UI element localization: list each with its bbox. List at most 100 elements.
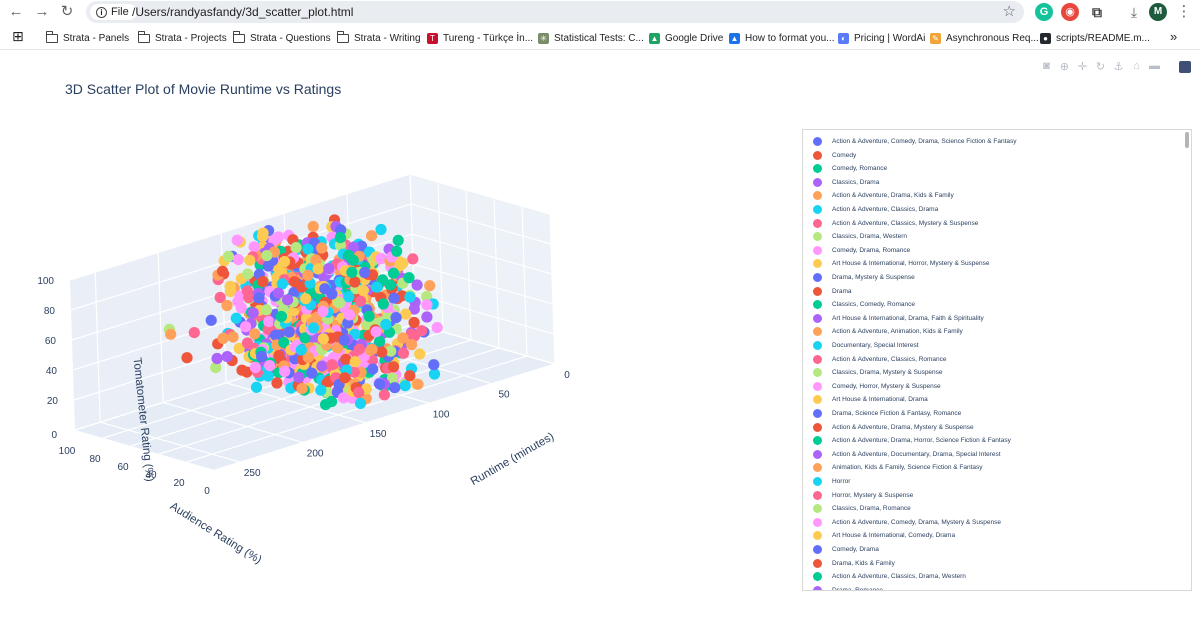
legend-item[interactable]: Art House & International, Horror, Myste…	[813, 257, 990, 270]
scatter-3d-scene[interactable]: 050100150200250020406080100204060801000 …	[0, 100, 800, 590]
scatter-point	[288, 286, 300, 299]
scatter-point	[338, 334, 350, 346]
scatter-point	[243, 291, 255, 304]
scatter-point	[232, 254, 244, 266]
pan-icon[interactable]: ✛	[1077, 61, 1088, 73]
legend-item[interactable]: Action & Adventure, Classics, Drama	[813, 203, 938, 216]
apps-grid-icon[interactable]: ⊞	[12, 27, 24, 44]
legend-item[interactable]: Comedy, Drama, Romance	[813, 244, 910, 257]
legend-item[interactable]: Classics, Comedy, Romance	[813, 298, 915, 311]
legend-item[interactable]: Action & Adventure, Classics, Romance	[813, 353, 947, 366]
bookmark-item[interactable]: ▲ How to format you...	[729, 31, 834, 45]
legend-item[interactable]: Action & Adventure, Documentary, Drama, …	[813, 448, 1001, 461]
plot-modebar: ◙ ⊕ ✛ ↻ ⚓ ⌂ ▬	[1040, 60, 1161, 76]
legend-scrollbar[interactable]	[1185, 132, 1189, 148]
reset-icon[interactable]: ▬	[1149, 60, 1160, 72]
legend-marker	[813, 572, 822, 582]
legend-item[interactable]: Drama, Mystery & Suspense	[813, 271, 915, 284]
legend-item[interactable]: Action & Adventure, Comedy, Drama, Scien…	[813, 135, 1017, 148]
bookmark-item[interactable]: Strata - Writing	[336, 31, 421, 45]
more-bookmarks-icon[interactable]: »	[1170, 28, 1178, 44]
bookmark-item[interactable]: Strata - Projects	[137, 31, 227, 45]
scatter-point	[386, 372, 399, 384]
scatter-point	[428, 359, 440, 371]
bookmark-item[interactable]: ◐ Pricing | WordAi	[838, 31, 925, 45]
legend-item[interactable]: Drama, Science Fiction & Fantasy, Romanc…	[813, 407, 961, 420]
home-icon[interactable]: ⌂	[1133, 60, 1140, 72]
scatter-point	[253, 292, 265, 304]
bookmark-label: Strata - Projects	[155, 32, 227, 44]
legend-item[interactable]: Action & Adventure, Drama, Kids & Family	[813, 189, 954, 202]
legend-item[interactable]: Comedy, Horror, Mystery & Suspense	[813, 380, 941, 393]
legend-item[interactable]: Drama, Romance	[813, 584, 883, 590]
bookmark-item[interactable]: T Tureng - Türkçe İn...	[427, 31, 533, 45]
bookmark-item[interactable]: Strata - Questions	[232, 31, 331, 45]
reload-button[interactable]: ↻	[60, 3, 74, 20]
address-bar[interactable]: i File /Users/randyasfandy/3d_scatter_pl…	[86, 1, 1024, 23]
bookmark-item[interactable]: ✎ Asynchronous Req...	[930, 31, 1039, 45]
scatter-point	[244, 254, 256, 266]
colorful-extension-icon[interactable]: ◉	[1061, 3, 1079, 21]
orbit-icon[interactable]: ↻	[1095, 61, 1106, 73]
scatter-point	[293, 371, 305, 383]
profile-avatar[interactable]: M	[1149, 3, 1167, 21]
site-info-chip[interactable]: i File	[90, 4, 137, 20]
legend-item[interactable]: Classics, Drama, Romance	[813, 502, 911, 515]
scatter-point	[403, 272, 415, 284]
scatter-point	[230, 312, 242, 324]
grammarly-icon[interactable]: G	[1035, 3, 1053, 21]
scatter-point	[260, 304, 272, 316]
puzzle-extension-icon[interactable]: ⧉	[1092, 4, 1102, 20]
bookmark-item[interactable]: ✳ Statistical Tests: C...	[538, 31, 644, 45]
download-icon[interactable]: ⤓	[1130, 4, 1138, 20]
legend-item[interactable]: Action & Adventure, Comedy, Drama, Myste…	[813, 516, 1001, 529]
legend-label: Classics, Drama, Western	[832, 233, 908, 241]
url-text[interactable]: /Users/randyasfandy/3d_scatter_plot.html	[132, 5, 354, 19]
back-button[interactable]: ←	[8, 3, 24, 20]
bookmark-item[interactable]: ▲ Google Drive	[649, 31, 723, 45]
legend-item[interactable]: Action & Adventure, Classics, Mystery & …	[813, 217, 978, 230]
bookmarks-bar: ⊞ Strata - Panels Strata - Projects Strata…	[0, 26, 1200, 50]
scatter-point	[391, 245, 403, 257]
zoom-icon[interactable]: ⊕	[1059, 61, 1070, 73]
scatter-point	[241, 366, 253, 378]
menu-icon[interactable]: ⋮	[1176, 3, 1192, 20]
legend-item[interactable]: Action & Adventure, Classics, Drama, Wes…	[813, 570, 966, 583]
legend-item[interactable]: Comedy, Drama	[813, 543, 879, 556]
bookmark-item[interactable]: ● scripts/README.m...	[1040, 31, 1150, 45]
legend-item[interactable]: Horror, Mystery & Suspense	[813, 489, 913, 502]
folder-icon	[137, 31, 150, 43]
scatter-point	[414, 348, 426, 360]
scatter-point	[216, 265, 229, 277]
scatter-point	[290, 242, 302, 254]
camera-icon[interactable]: ◙	[1043, 60, 1050, 72]
legend-item[interactable]: Drama, Kids & Family	[813, 557, 895, 570]
legend-item[interactable]: Drama	[813, 285, 852, 298]
scatter-point	[272, 231, 284, 243]
scatter-point	[222, 250, 235, 262]
legend-item[interactable]: Comedy	[813, 149, 856, 162]
legend-item[interactable]: Documentary, Special Interest	[813, 339, 919, 352]
legend-item[interactable]: Animation, Kids & Family, Science Fictio…	[813, 461, 983, 474]
scatter-point	[378, 389, 390, 401]
bookmark-item[interactable]: Strata - Panels	[45, 31, 129, 45]
legend-item[interactable]: Action & Adventure, Drama, Horror, Scien…	[813, 434, 1011, 447]
legend-item[interactable]: Art House & International, Comedy, Drama	[813, 529, 955, 542]
legend-marker	[813, 585, 822, 590]
legend-item[interactable]: Classics, Drama	[813, 176, 879, 189]
forward-button[interactable]: →	[34, 3, 50, 20]
bookmark-star-icon[interactable]: ☆	[1002, 3, 1016, 20]
legend-item[interactable]: Horror	[813, 475, 850, 488]
legend-item[interactable]: Action & Adventure, Drama, Mystery & Sus…	[813, 421, 974, 434]
legend-label: Animation, Kids & Family, Science Fictio…	[832, 464, 983, 472]
plotly-logo-icon[interactable]	[1179, 61, 1191, 73]
legend-item[interactable]: Comedy, Romance	[813, 162, 887, 175]
legend[interactable]: Action & Adventure, Comedy, Drama, Scien…	[802, 129, 1192, 591]
turntable-icon[interactable]: ⚓	[1113, 61, 1124, 73]
legend-item[interactable]: Art House & International, Drama	[813, 393, 928, 406]
legend-marker	[813, 409, 822, 418]
legend-item[interactable]: Action & Adventure, Animation, Kids & Fa…	[813, 325, 963, 338]
legend-item[interactable]: Art House & International, Drama, Faith …	[813, 312, 984, 325]
legend-item[interactable]: Classics, Drama, Western	[813, 230, 907, 243]
legend-item[interactable]: Classics, Drama, Mystery & Suspense	[813, 366, 943, 379]
